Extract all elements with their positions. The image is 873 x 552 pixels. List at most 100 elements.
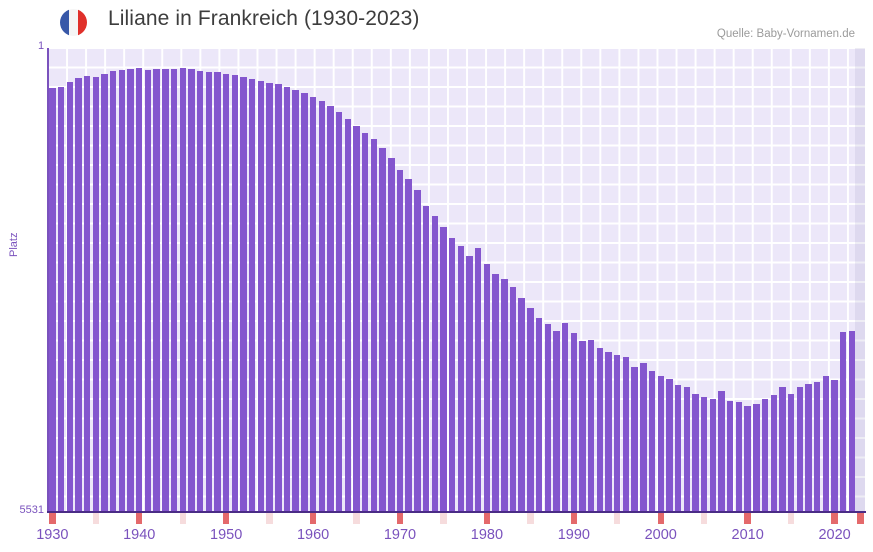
bar bbox=[431, 216, 438, 512]
no-data-overlay bbox=[855, 48, 865, 512]
bar bbox=[275, 84, 282, 512]
bar bbox=[214, 72, 221, 512]
bar bbox=[561, 323, 569, 512]
bar bbox=[448, 237, 456, 512]
x-tick-label: 2010 bbox=[731, 527, 764, 543]
x-tick-label: 1950 bbox=[210, 527, 243, 543]
bar bbox=[109, 71, 117, 512]
bar bbox=[136, 68, 143, 512]
bar bbox=[848, 331, 856, 512]
bar bbox=[596, 347, 604, 512]
source-attribution: Quelle: Baby-Vornamen.de bbox=[716, 28, 855, 40]
bar bbox=[761, 398, 769, 512]
x-tick-mark bbox=[570, 513, 578, 524]
bar bbox=[170, 68, 178, 512]
bar bbox=[240, 76, 247, 512]
bar bbox=[353, 125, 360, 512]
x-tick-mark bbox=[657, 513, 664, 524]
bar bbox=[379, 147, 386, 512]
bar bbox=[266, 82, 273, 512]
x-tick-label: 2000 bbox=[644, 527, 677, 543]
chart-header: Liliane in Frankreich (1930-2023) Quelle… bbox=[0, 0, 873, 44]
bar bbox=[318, 100, 325, 512]
bar bbox=[813, 381, 821, 512]
x-tick-mark bbox=[396, 513, 404, 524]
bar bbox=[405, 178, 412, 512]
x-tick-label: 2020 bbox=[818, 527, 851, 543]
bar bbox=[509, 287, 517, 512]
bar bbox=[144, 69, 152, 512]
x-tick-mark bbox=[309, 513, 317, 524]
x-tick-label: 1940 bbox=[123, 527, 156, 543]
bar bbox=[127, 68, 134, 512]
x-axis-ticks: 1930 1940 1950 1960 1970 1980 1990 2000 2010 2020 bbox=[36, 513, 865, 552]
bar bbox=[727, 401, 734, 512]
bar bbox=[544, 323, 551, 512]
x-tick-mark bbox=[483, 513, 491, 524]
bar bbox=[822, 376, 830, 512]
bar bbox=[640, 362, 647, 512]
y-axis-line bbox=[47, 48, 49, 512]
x-tick-mark bbox=[527, 513, 534, 524]
x-tick-mark bbox=[440, 513, 447, 524]
bar bbox=[570, 333, 578, 512]
bar bbox=[222, 74, 230, 512]
bar bbox=[579, 340, 586, 512]
bar bbox=[683, 387, 691, 512]
bar bbox=[344, 118, 352, 512]
bar bbox=[779, 387, 786, 512]
page-title: Liliane in Frankreich (1930-2023) bbox=[108, 7, 420, 30]
bar bbox=[75, 78, 82, 512]
bar bbox=[535, 318, 543, 512]
bar bbox=[49, 88, 56, 512]
bar bbox=[553, 331, 560, 512]
bar bbox=[631, 367, 638, 512]
x-tick-mark bbox=[353, 513, 360, 524]
bar bbox=[457, 245, 465, 512]
bar bbox=[518, 297, 525, 512]
bar bbox=[753, 404, 760, 512]
bar bbox=[231, 75, 239, 512]
x-tick-label: 1990 bbox=[557, 527, 590, 543]
plot-area bbox=[48, 48, 865, 512]
bar bbox=[744, 406, 751, 512]
x-tick-mark bbox=[136, 513, 143, 524]
bar bbox=[283, 86, 291, 512]
bar bbox=[257, 80, 265, 512]
x-tick-mark bbox=[92, 513, 99, 524]
bar bbox=[605, 352, 612, 512]
y-axis-tick-top: 1 bbox=[38, 40, 45, 52]
x-tick-mark bbox=[700, 513, 708, 524]
bar bbox=[692, 394, 699, 512]
bar bbox=[301, 93, 308, 512]
bar bbox=[657, 376, 664, 512]
bar bbox=[327, 105, 334, 512]
bar bbox=[501, 279, 508, 512]
bar bbox=[718, 390, 725, 512]
x-tick-mark bbox=[744, 513, 751, 524]
x-tick-mark bbox=[266, 513, 273, 524]
bar bbox=[440, 226, 447, 512]
bar bbox=[101, 73, 108, 512]
x-tick-mark bbox=[831, 513, 838, 524]
bar bbox=[335, 111, 343, 512]
x-axis-line bbox=[47, 511, 866, 513]
bar bbox=[414, 189, 421, 512]
x-tick-label: 1960 bbox=[296, 527, 330, 543]
bar bbox=[196, 71, 204, 512]
bar bbox=[153, 69, 160, 512]
x-tick-mark bbox=[222, 513, 230, 524]
bar bbox=[770, 395, 777, 512]
bar bbox=[588, 340, 595, 512]
bar bbox=[370, 138, 378, 512]
y-axis-tick-bottom: 5531 bbox=[19, 504, 44, 516]
bar bbox=[388, 158, 395, 512]
bar bbox=[787, 393, 795, 512]
x-tick-mark bbox=[857, 513, 864, 524]
bar bbox=[205, 71, 212, 512]
bar bbox=[614, 355, 621, 512]
bar bbox=[466, 255, 473, 512]
x-tick-mark bbox=[787, 513, 795, 524]
bar bbox=[622, 357, 630, 512]
bar bbox=[831, 380, 838, 512]
